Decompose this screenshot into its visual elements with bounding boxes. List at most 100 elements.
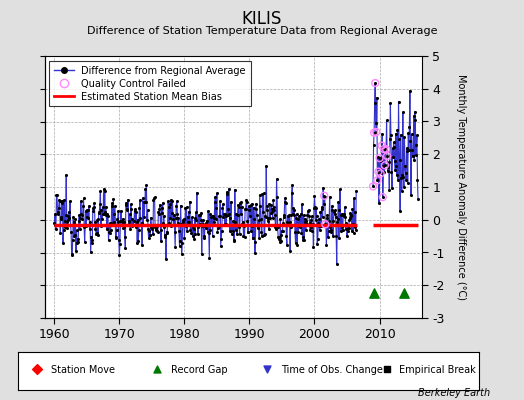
Point — [118, 219, 126, 225]
Point — [381, 162, 389, 168]
Point — [125, 221, 133, 227]
Point — [403, 180, 412, 186]
Point — [147, 214, 155, 221]
Point — [220, 210, 228, 217]
Point — [255, 234, 264, 241]
Point — [126, 226, 134, 233]
Point — [148, 226, 156, 232]
Point — [69, 214, 78, 220]
Point — [279, 220, 287, 226]
Point — [195, 221, 204, 227]
Point — [280, 199, 289, 205]
Point — [178, 250, 186, 257]
Point — [257, 229, 266, 235]
Point — [112, 235, 121, 241]
Point — [103, 226, 111, 232]
Point — [166, 201, 174, 207]
Point — [135, 227, 143, 233]
Point — [269, 215, 277, 221]
Point — [383, 117, 391, 124]
Point — [323, 212, 332, 218]
Point — [150, 194, 159, 200]
Point — [306, 227, 314, 234]
Point — [349, 221, 357, 227]
Point — [227, 198, 235, 205]
Point — [70, 233, 78, 240]
Point — [60, 218, 69, 224]
Point — [84, 215, 92, 222]
Point — [401, 163, 409, 170]
Point — [405, 146, 413, 153]
Point — [184, 219, 192, 226]
Point — [309, 220, 317, 227]
Point — [77, 211, 85, 217]
Point — [239, 232, 248, 239]
Point — [266, 210, 275, 216]
Point — [75, 212, 83, 218]
Point — [116, 218, 125, 224]
Point — [400, 184, 408, 190]
Point — [394, 177, 402, 183]
Point — [222, 213, 230, 219]
Point — [97, 223, 105, 229]
Point — [94, 232, 102, 238]
Point — [248, 200, 256, 207]
Point — [182, 222, 190, 229]
Point — [95, 209, 103, 215]
Point — [271, 212, 279, 218]
Point — [79, 203, 87, 209]
Point — [154, 229, 162, 236]
Point — [216, 242, 225, 249]
Point — [384, 164, 392, 170]
Point — [224, 212, 232, 218]
Point — [186, 226, 194, 233]
Point — [207, 214, 215, 220]
Point — [67, 229, 75, 236]
Point — [179, 217, 188, 224]
Point — [376, 170, 385, 177]
Point — [140, 214, 148, 220]
Point — [130, 218, 138, 224]
Point — [305, 213, 313, 219]
Point — [322, 222, 330, 228]
Point — [162, 228, 171, 235]
Point — [113, 216, 122, 222]
Point — [321, 221, 330, 228]
Point — [375, 200, 383, 206]
Point — [334, 216, 342, 222]
Point — [219, 214, 227, 221]
Point — [379, 194, 387, 200]
Point — [198, 223, 206, 230]
Point — [215, 213, 224, 220]
Point — [258, 233, 266, 239]
Point — [295, 212, 303, 219]
Point — [294, 222, 303, 229]
Point — [166, 214, 174, 221]
Point — [406, 87, 414, 94]
Point — [399, 174, 408, 181]
Point — [168, 198, 177, 204]
Point — [398, 171, 407, 178]
Point — [58, 198, 66, 204]
Point — [312, 205, 320, 211]
Point — [203, 229, 212, 235]
Point — [194, 231, 202, 238]
Point — [226, 215, 235, 221]
Point — [225, 186, 233, 192]
Point — [310, 193, 319, 200]
Point — [404, 130, 412, 136]
Point — [133, 240, 141, 246]
Point — [183, 228, 191, 234]
Point — [54, 211, 62, 217]
Point — [312, 212, 321, 219]
Point — [122, 200, 130, 206]
Point — [370, 290, 378, 297]
Point — [402, 145, 411, 152]
Point — [386, 136, 394, 142]
Point — [274, 224, 282, 230]
Point — [180, 216, 188, 222]
Point — [115, 252, 124, 258]
Point — [233, 212, 242, 218]
Point — [304, 207, 313, 213]
Point — [214, 225, 222, 231]
